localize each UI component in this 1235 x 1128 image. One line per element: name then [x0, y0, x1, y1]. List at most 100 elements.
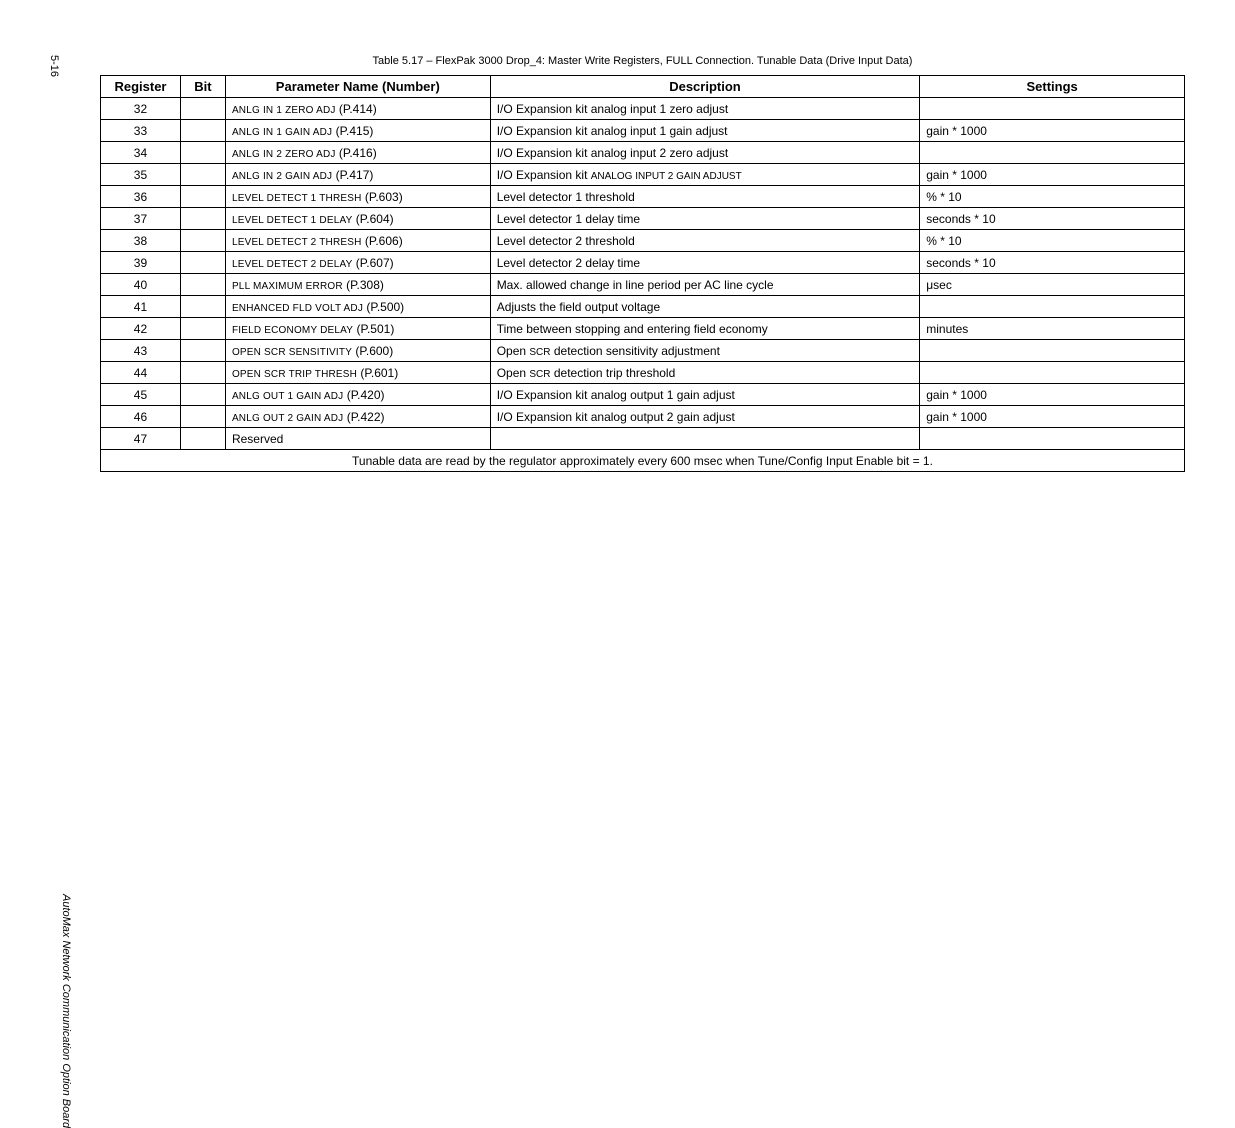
cell-desc — [490, 428, 920, 450]
param-name-smallcaps: ANLG OUT 1 GAIN ADJ — [232, 391, 343, 402]
param-name-smallcaps: LEVEL DETECT 1 DELAY — [232, 215, 353, 226]
param-code: (P.417) — [332, 168, 373, 182]
table-header-row: Register Bit Parameter Name (Number) Des… — [101, 76, 1185, 98]
table-row: 36 LEVEL DETECT 1 THRESH (P.603) Level det… — [101, 186, 1185, 208]
cell-register: 33 — [101, 120, 181, 142]
cell-param: PLL MAXIMUM ERROR (P.308) — [225, 274, 490, 296]
cell-param: OPEN SCR SENSITIVITY (P.600) — [225, 340, 490, 362]
cell-desc: I/O Expansion kit analog input 1 gain ad… — [490, 120, 920, 142]
param-name-smallcaps: FIELD ECONOMY DELAY — [232, 325, 353, 336]
cell-desc: Adjusts the field output voltage — [490, 296, 920, 318]
param-code: (P.606) — [362, 234, 403, 248]
cell-param: ANLG IN 2 ZERO ADJ (P.416) — [225, 142, 490, 164]
cell-desc: Open SCR detection trip threshold — [490, 362, 920, 384]
cell-settings — [920, 340, 1185, 362]
cell-settings — [920, 428, 1185, 450]
param-name-smallcaps: OPEN SCR SENSITIVITY — [232, 347, 352, 358]
table-row: 46 ANLG OUT 2 GAIN ADJ (P.422)I/O Expansi… — [101, 406, 1185, 428]
header-settings: Settings — [920, 76, 1185, 98]
cell-bit — [180, 274, 225, 296]
cell-desc: I/O Expansion kit analog input 2 zero ad… — [490, 142, 920, 164]
param-name-smallcaps: LEVEL DETECT 1 THRESH — [232, 193, 362, 204]
cell-register: 41 — [101, 296, 181, 318]
cell-desc: I/O Expansion kit analog output 1 gain a… — [490, 384, 920, 406]
param-code: (P.601) — [357, 366, 398, 380]
cell-desc: Level detector 1 threshold — [490, 186, 920, 208]
cell-register: 34 — [101, 142, 181, 164]
param-code: (P.422) — [343, 410, 384, 424]
cell-param: ANLG OUT 1 GAIN ADJ (P.420) — [225, 384, 490, 406]
desc-prefix: Open — [497, 366, 530, 380]
cell-param: OPEN SCR TRIP THRESH (P.601) — [225, 362, 490, 384]
cell-desc: I/O Expansion kit analog input 1 zero ad… — [490, 98, 920, 120]
cell-register: 46 — [101, 406, 181, 428]
cell-desc: I/O Expansion kit analog output 2 gain a… — [490, 406, 920, 428]
desc-prefix: I/O Expansion kit — [497, 168, 591, 182]
table-row: 44OPEN SCR TRIP THRESH (P.601)Open SCR d… — [101, 362, 1185, 384]
table-row: 47Reserved — [101, 428, 1185, 450]
cell-register: 35 — [101, 164, 181, 186]
cell-settings: seconds * 10 — [920, 252, 1185, 274]
table-row: 42FIELD ECONOMY DELAY (P.501)Time betwee… — [101, 318, 1185, 340]
cell-param: ANLG IN 2 GAIN ADJ (P.417) — [225, 164, 490, 186]
cell-desc: I/O Expansion kit ANALOG INPUT 2 GAIN AD… — [490, 164, 920, 186]
cell-register: 47 — [101, 428, 181, 450]
cell-bit — [180, 208, 225, 230]
table-caption: Table 5.17 – FlexPak 3000 Drop_4: Master… — [100, 55, 1185, 67]
main-content: Table 5.17 – FlexPak 3000 Drop_4: Master… — [100, 55, 1185, 472]
param-code: (P.604) — [352, 212, 393, 226]
cell-param: LEVEL DETECT 2 DELAY (P.607) — [225, 252, 490, 274]
table-footer-row: Tunable data are read by the regulator a… — [101, 450, 1185, 472]
cell-settings: gain * 1000 — [920, 120, 1185, 142]
page-number: 5-16 — [48, 55, 60, 77]
param-code: (P.415) — [332, 124, 373, 138]
cell-bit — [180, 230, 225, 252]
param-name-smallcaps: ENHANCED FLD VOLT ADJ — [232, 303, 363, 314]
cell-settings: μsec — [920, 274, 1185, 296]
table-row: 43OPEN SCR SENSITIVITY (P.600)Open SCR d… — [101, 340, 1185, 362]
cell-settings: minutes — [920, 318, 1185, 340]
param-code: (P.420) — [343, 388, 384, 402]
param-name-smallcaps: ANLG IN 2 ZERO ADJ — [232, 149, 336, 160]
param-name-smallcaps: ANLG IN 1 ZERO ADJ — [232, 105, 336, 116]
param-code: (P.416) — [336, 146, 377, 160]
param-code: (P.603) — [362, 190, 403, 204]
cell-register: 40 — [101, 274, 181, 296]
cell-settings: gain * 1000 — [920, 164, 1185, 186]
cell-settings — [920, 362, 1185, 384]
cell-register: 44 — [101, 362, 181, 384]
param-name-smallcaps: LEVEL DETECT 2 THRESH — [232, 237, 362, 248]
cell-param: LEVEL DETECT 2 THRESH (P.606) — [225, 230, 490, 252]
header-bit: Bit — [180, 76, 225, 98]
cell-bit — [180, 428, 225, 450]
desc-prefix: Open — [497, 344, 530, 358]
cell-desc: Level detector 2 delay time — [490, 252, 920, 274]
table-row: 35ANLG IN 2 GAIN ADJ (P.417)I/O Expansio… — [101, 164, 1185, 186]
cell-register: 45 — [101, 384, 181, 406]
cell-desc: Time between stopping and entering field… — [490, 318, 920, 340]
cell-desc: Max. allowed change in line period per A… — [490, 274, 920, 296]
cell-param: ANLG OUT 2 GAIN ADJ (P.422) — [225, 406, 490, 428]
param-code: (P.501) — [353, 322, 394, 336]
table-row: 39LEVEL DETECT 2 DELAY (P.607)Level dete… — [101, 252, 1185, 274]
cell-param: ANLG IN 1 GAIN ADJ (P.415) — [225, 120, 490, 142]
param-code: (P.500) — [363, 300, 404, 314]
table-row: 33 ANLG IN 1 GAIN ADJ (P.415)I/O Expansio… — [101, 120, 1185, 142]
cell-bit — [180, 98, 225, 120]
cell-register: 38 — [101, 230, 181, 252]
cell-bit — [180, 318, 225, 340]
side-footer-label: AutoMax Network Communication Option Boa… — [60, 894, 72, 1128]
cell-desc: Level detector 1 delay time — [490, 208, 920, 230]
cell-settings: seconds * 10 — [920, 208, 1185, 230]
cell-settings — [920, 296, 1185, 318]
cell-param: FIELD ECONOMY DELAY (P.501) — [225, 318, 490, 340]
header-param: Parameter Name (Number) — [225, 76, 490, 98]
cell-settings: % * 10 — [920, 186, 1185, 208]
cell-param: ENHANCED FLD VOLT ADJ (P.500) — [225, 296, 490, 318]
cell-settings: gain * 1000 — [920, 406, 1185, 428]
cell-register: 36 — [101, 186, 181, 208]
param-name-smallcaps: ANLG IN 2 GAIN ADJ — [232, 171, 332, 182]
param-code: (P.607) — [352, 256, 393, 270]
param-name-smallcaps: OPEN SCR TRIP THRESH — [232, 369, 357, 380]
cell-desc: Level detector 2 threshold — [490, 230, 920, 252]
